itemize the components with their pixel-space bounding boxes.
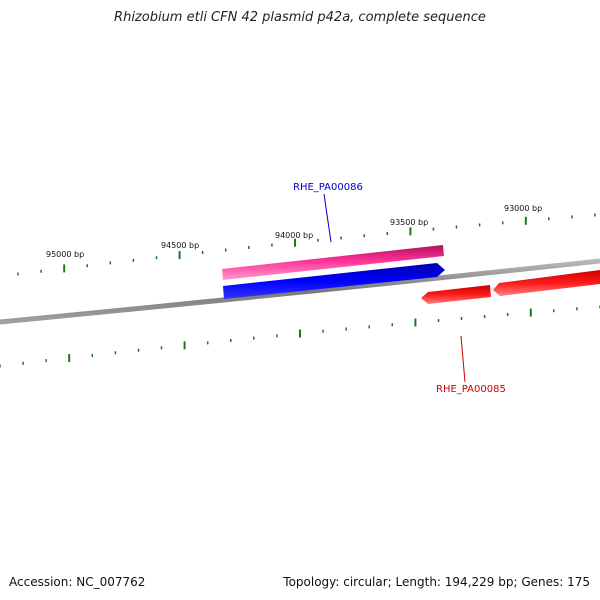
footer-stats: Topology: circular; Length: 194,229 bp; … <box>283 575 590 589</box>
map-title: Rhizobium etli CFN 42 plasmid p42a, comp… <box>114 10 486 25</box>
gene-label-leader-rhe-pa00085 <box>460 335 466 383</box>
inner-scale-ticks <box>0 305 600 368</box>
gene-label-rhe-pa00086[interactable]: RHE_PA00086 <box>293 182 363 193</box>
gene-arrow-rhe-pa00086[interactable] <box>223 263 445 299</box>
plasmid-backbone <box>0 258 600 325</box>
gene-label-leader-rhe-pa00086 <box>323 193 332 243</box>
gene-arrow-rhe-pa00085-right[interactable] <box>493 270 600 296</box>
scale-label-93500: 93500 bp <box>390 218 428 227</box>
outer-scale-ticks <box>17 213 596 276</box>
footer-accession: Accession: NC_007762 <box>9 575 146 589</box>
scale-label-93000: 93000 bp <box>504 204 542 213</box>
scale-label-95000: 95000 bp <box>46 250 84 259</box>
gene-arrow-rhe-pa00085-left[interactable] <box>421 285 491 304</box>
gene-feature-magenta[interactable] <box>222 245 444 280</box>
scale-label-94500: 94500 bp <box>161 241 199 250</box>
scale-label-94000: 94000 bp <box>275 231 313 240</box>
gene-label-rhe-pa00085[interactable]: RHE_PA00085 <box>436 384 506 395</box>
scale-labels: 95000 bp 94500 bp 94000 bp 93500 bp 9300… <box>46 204 542 259</box>
